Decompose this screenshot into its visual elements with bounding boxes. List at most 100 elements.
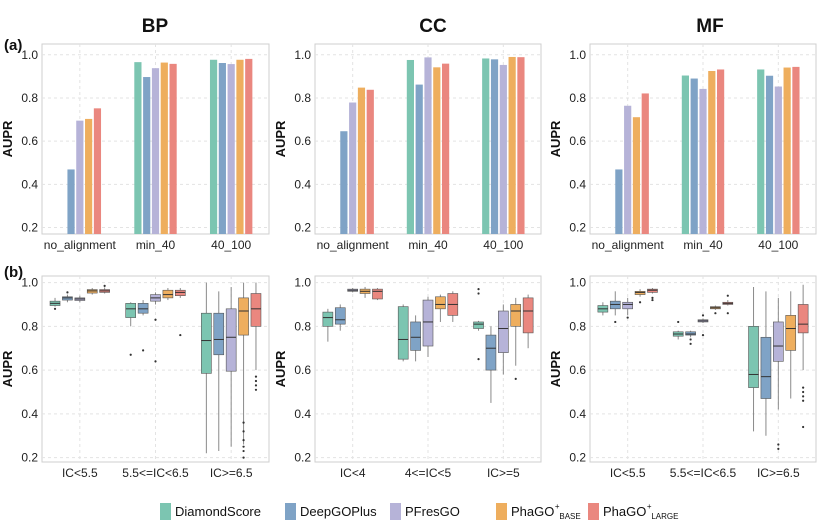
- legend-item-PhaGO_BASE: PhaGO +BASE: [496, 502, 581, 521]
- legend-swatch: [160, 503, 171, 520]
- y-tick-label: 0.6: [569, 134, 586, 148]
- y-axis-label: AUPR: [548, 120, 563, 157]
- box-iqr: [622, 301, 633, 310]
- panel-label-b: (b): [4, 264, 23, 281]
- bar-DeepGOPlus-40_100: [490, 59, 499, 234]
- box-outlier: [714, 312, 717, 315]
- y-tick-label: 0.8: [569, 319, 586, 333]
- box-PhaGO_LARGE-IC>=6.5: [797, 284, 809, 429]
- box-iqr: [62, 296, 73, 301]
- bar-PhaGO_LARGE-min_40: [717, 69, 725, 235]
- panel-label-a: (a): [4, 37, 22, 54]
- box-iqr: [685, 331, 696, 336]
- chart-2: 0.2 0.4 0.6 0.8 1.0 no_alignment min_40 40_100 A…: [548, 16, 817, 252]
- y-tick-label: 0.2: [294, 221, 311, 235]
- bar-PhaGO_LARGE-no_alignment: [93, 108, 102, 234]
- bar-PhaGO_BASE-min_40: [433, 67, 441, 235]
- y-tick-label: 0.4: [21, 407, 38, 421]
- box-PhaGO_LARGE-IC<5.5: [99, 284, 110, 294]
- legend-label: PhaGO: [603, 504, 646, 519]
- box-DeepGOPlus-5.5<=IC<6.5: [685, 330, 696, 345]
- legend-swatch: [496, 503, 507, 520]
- box-outlier: [254, 384, 258, 387]
- box-PFresGO-4<=IC<5: [422, 296, 434, 357]
- y-axis-label: AUPR: [273, 120, 288, 157]
- bar-DeepGOPlus-no_alignment: [67, 169, 75, 234]
- box-outlier: [477, 288, 480, 291]
- bar-DeepGOPlus-min_40: [143, 77, 151, 234]
- x-tick-label: no_alignment: [317, 238, 390, 252]
- box-outlier: [254, 379, 258, 383]
- bar-DiamondScore-40_100: [482, 58, 490, 234]
- chart-3: 0.2 0.4 0.6 0.8 1.0 IC<5.5 5.5<=IC<6.5 IC>=6.5 A…: [0, 275, 270, 480]
- legend-item-DeepGOPlus: DeepGOPlus: [285, 503, 377, 520]
- box-PhaGO_BASE-IC>=6.5: [785, 291, 797, 399]
- box-outlier: [802, 395, 805, 398]
- box-outlier: [129, 353, 132, 356]
- box-DiamondScore-5.5<=IC<6.5: [672, 320, 684, 340]
- y-tick-label: 1.0: [569, 48, 586, 62]
- legend-label: DeepGOPlus: [300, 504, 377, 519]
- box-DiamondScore-IC<5.5: [49, 297, 61, 310]
- bar-DeepGOPlus-no_alignment: [615, 169, 623, 234]
- legend-label: PFresGO: [405, 504, 460, 519]
- box-outlier: [477, 292, 480, 295]
- chart-title: BP: [142, 16, 169, 37]
- y-tick-label: 0.2: [21, 451, 38, 465]
- box-PhaGO_BASE-5.5<=IC<6.5: [162, 288, 174, 301]
- bar-DeepGOPlus-40_100: [218, 63, 226, 234]
- y-tick-label: 0.8: [21, 319, 38, 333]
- bar-PhaGO_BASE-40_100: [236, 59, 244, 234]
- box-iqr: [522, 297, 534, 334]
- box-outlier: [689, 338, 692, 341]
- y-tick-label: 0.8: [569, 91, 586, 105]
- box-iqr: [322, 311, 334, 327]
- box-iqr: [485, 334, 497, 371]
- bar-DeepGOPlus-min_40: [415, 84, 423, 234]
- box-DiamondScore-IC<5.5: [597, 302, 609, 316]
- box-outlier: [614, 320, 617, 324]
- bar-PFresGO-no_alignment: [624, 105, 632, 234]
- box-PhaGO_BASE-5.5<=IC<6.5: [710, 305, 721, 315]
- bar-PFresGO-no_alignment: [349, 102, 357, 235]
- box-outlier: [242, 430, 245, 433]
- box-PFresGO-IC<5.5: [74, 295, 86, 303]
- chart-0: 0.2 0.4 0.6 0.8 1.0 no_alignment min_40 40_100 A…: [0, 16, 270, 252]
- box-iqr: [213, 312, 225, 356]
- box-outlier: [802, 386, 805, 389]
- box-outlier: [677, 320, 680, 324]
- legend: DiamondScore DeepGOPlus PFresGO PhaGO +BASE P…: [160, 502, 678, 521]
- box-iqr: [125, 303, 136, 318]
- chart-4: 0.2 0.4 0.6 0.8 1.0 IC<4 4<=IC<5 IC>=5 AUPR: [273, 275, 542, 480]
- box-outlier: [254, 375, 258, 378]
- bar-PhaGO_LARGE-40_100: [792, 66, 800, 235]
- x-tick-label: IC>=6.5: [757, 466, 800, 480]
- y-tick-label: 0.2: [569, 221, 586, 235]
- box-DiamondScore-5.5<=IC<6.5: [125, 302, 136, 356]
- box-PFresGO-5.5<=IC<6.5: [697, 314, 709, 337]
- box-outlier: [242, 445, 245, 448]
- box-iqr: [175, 289, 186, 296]
- x-tick-label: 40_100: [211, 238, 251, 252]
- legend-label: DiamondScore: [175, 504, 261, 519]
- box-iqr: [410, 321, 421, 351]
- box-PFresGO-IC>=5: [498, 304, 509, 375]
- x-tick-label: IC<5.5: [610, 466, 646, 480]
- box-iqr: [422, 299, 434, 347]
- box-iqr: [797, 304, 809, 334]
- box-DeepGOPlus-5.5<=IC<6.5: [137, 300, 149, 352]
- box-PhaGO_BASE-IC>=5: [510, 297, 522, 380]
- box-outlier: [802, 399, 805, 402]
- bar-PhaGO_LARGE-min_40: [442, 63, 450, 234]
- box-iqr: [435, 296, 446, 310]
- box-outlier: [477, 358, 480, 361]
- y-tick-label: 0.4: [569, 407, 586, 421]
- bar-PhaGO_LARGE-no_alignment: [641, 93, 649, 235]
- y-tick-label: 0.2: [569, 451, 586, 465]
- y-tick-label: 0.8: [294, 319, 311, 333]
- box-PhaGO_BASE-IC>=6.5: [238, 282, 249, 459]
- box-outlier: [626, 316, 629, 319]
- legend-label-sup: +: [555, 502, 560, 511]
- bar-PhaGO_BASE-no_alignment: [357, 87, 366, 234]
